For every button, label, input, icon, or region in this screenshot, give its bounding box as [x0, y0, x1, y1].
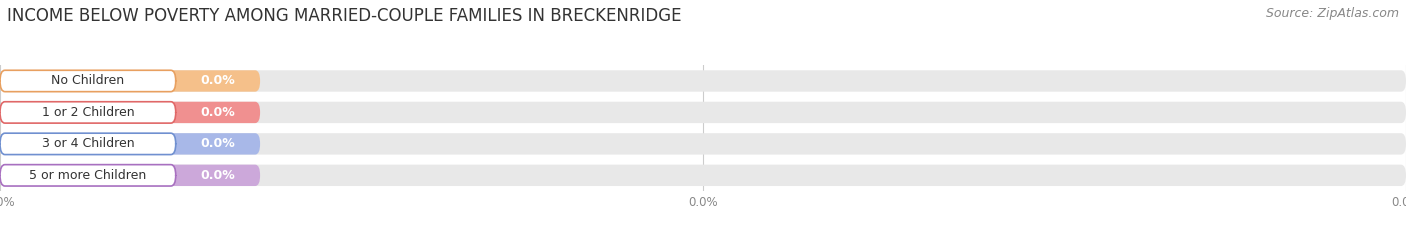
Text: 0.0%: 0.0% — [201, 106, 235, 119]
FancyBboxPatch shape — [0, 133, 1406, 154]
Text: 1 or 2 Children: 1 or 2 Children — [42, 106, 134, 119]
FancyBboxPatch shape — [0, 70, 260, 92]
Text: 0.0%: 0.0% — [201, 75, 235, 87]
FancyBboxPatch shape — [0, 165, 176, 186]
Text: 5 or more Children: 5 or more Children — [30, 169, 146, 182]
FancyBboxPatch shape — [0, 165, 1406, 186]
Text: No Children: No Children — [51, 75, 125, 87]
FancyBboxPatch shape — [0, 70, 176, 92]
FancyBboxPatch shape — [0, 133, 260, 154]
FancyBboxPatch shape — [0, 165, 260, 186]
Text: INCOME BELOW POVERTY AMONG MARRIED-COUPLE FAMILIES IN BRECKENRIDGE: INCOME BELOW POVERTY AMONG MARRIED-COUPL… — [7, 7, 682, 25]
FancyBboxPatch shape — [0, 102, 1406, 123]
FancyBboxPatch shape — [0, 70, 1406, 92]
FancyBboxPatch shape — [0, 133, 176, 154]
Text: Source: ZipAtlas.com: Source: ZipAtlas.com — [1265, 7, 1399, 20]
Text: 3 or 4 Children: 3 or 4 Children — [42, 137, 134, 150]
Text: 0.0%: 0.0% — [201, 169, 235, 182]
Text: 0.0%: 0.0% — [201, 137, 235, 150]
FancyBboxPatch shape — [0, 102, 260, 123]
FancyBboxPatch shape — [0, 102, 176, 123]
